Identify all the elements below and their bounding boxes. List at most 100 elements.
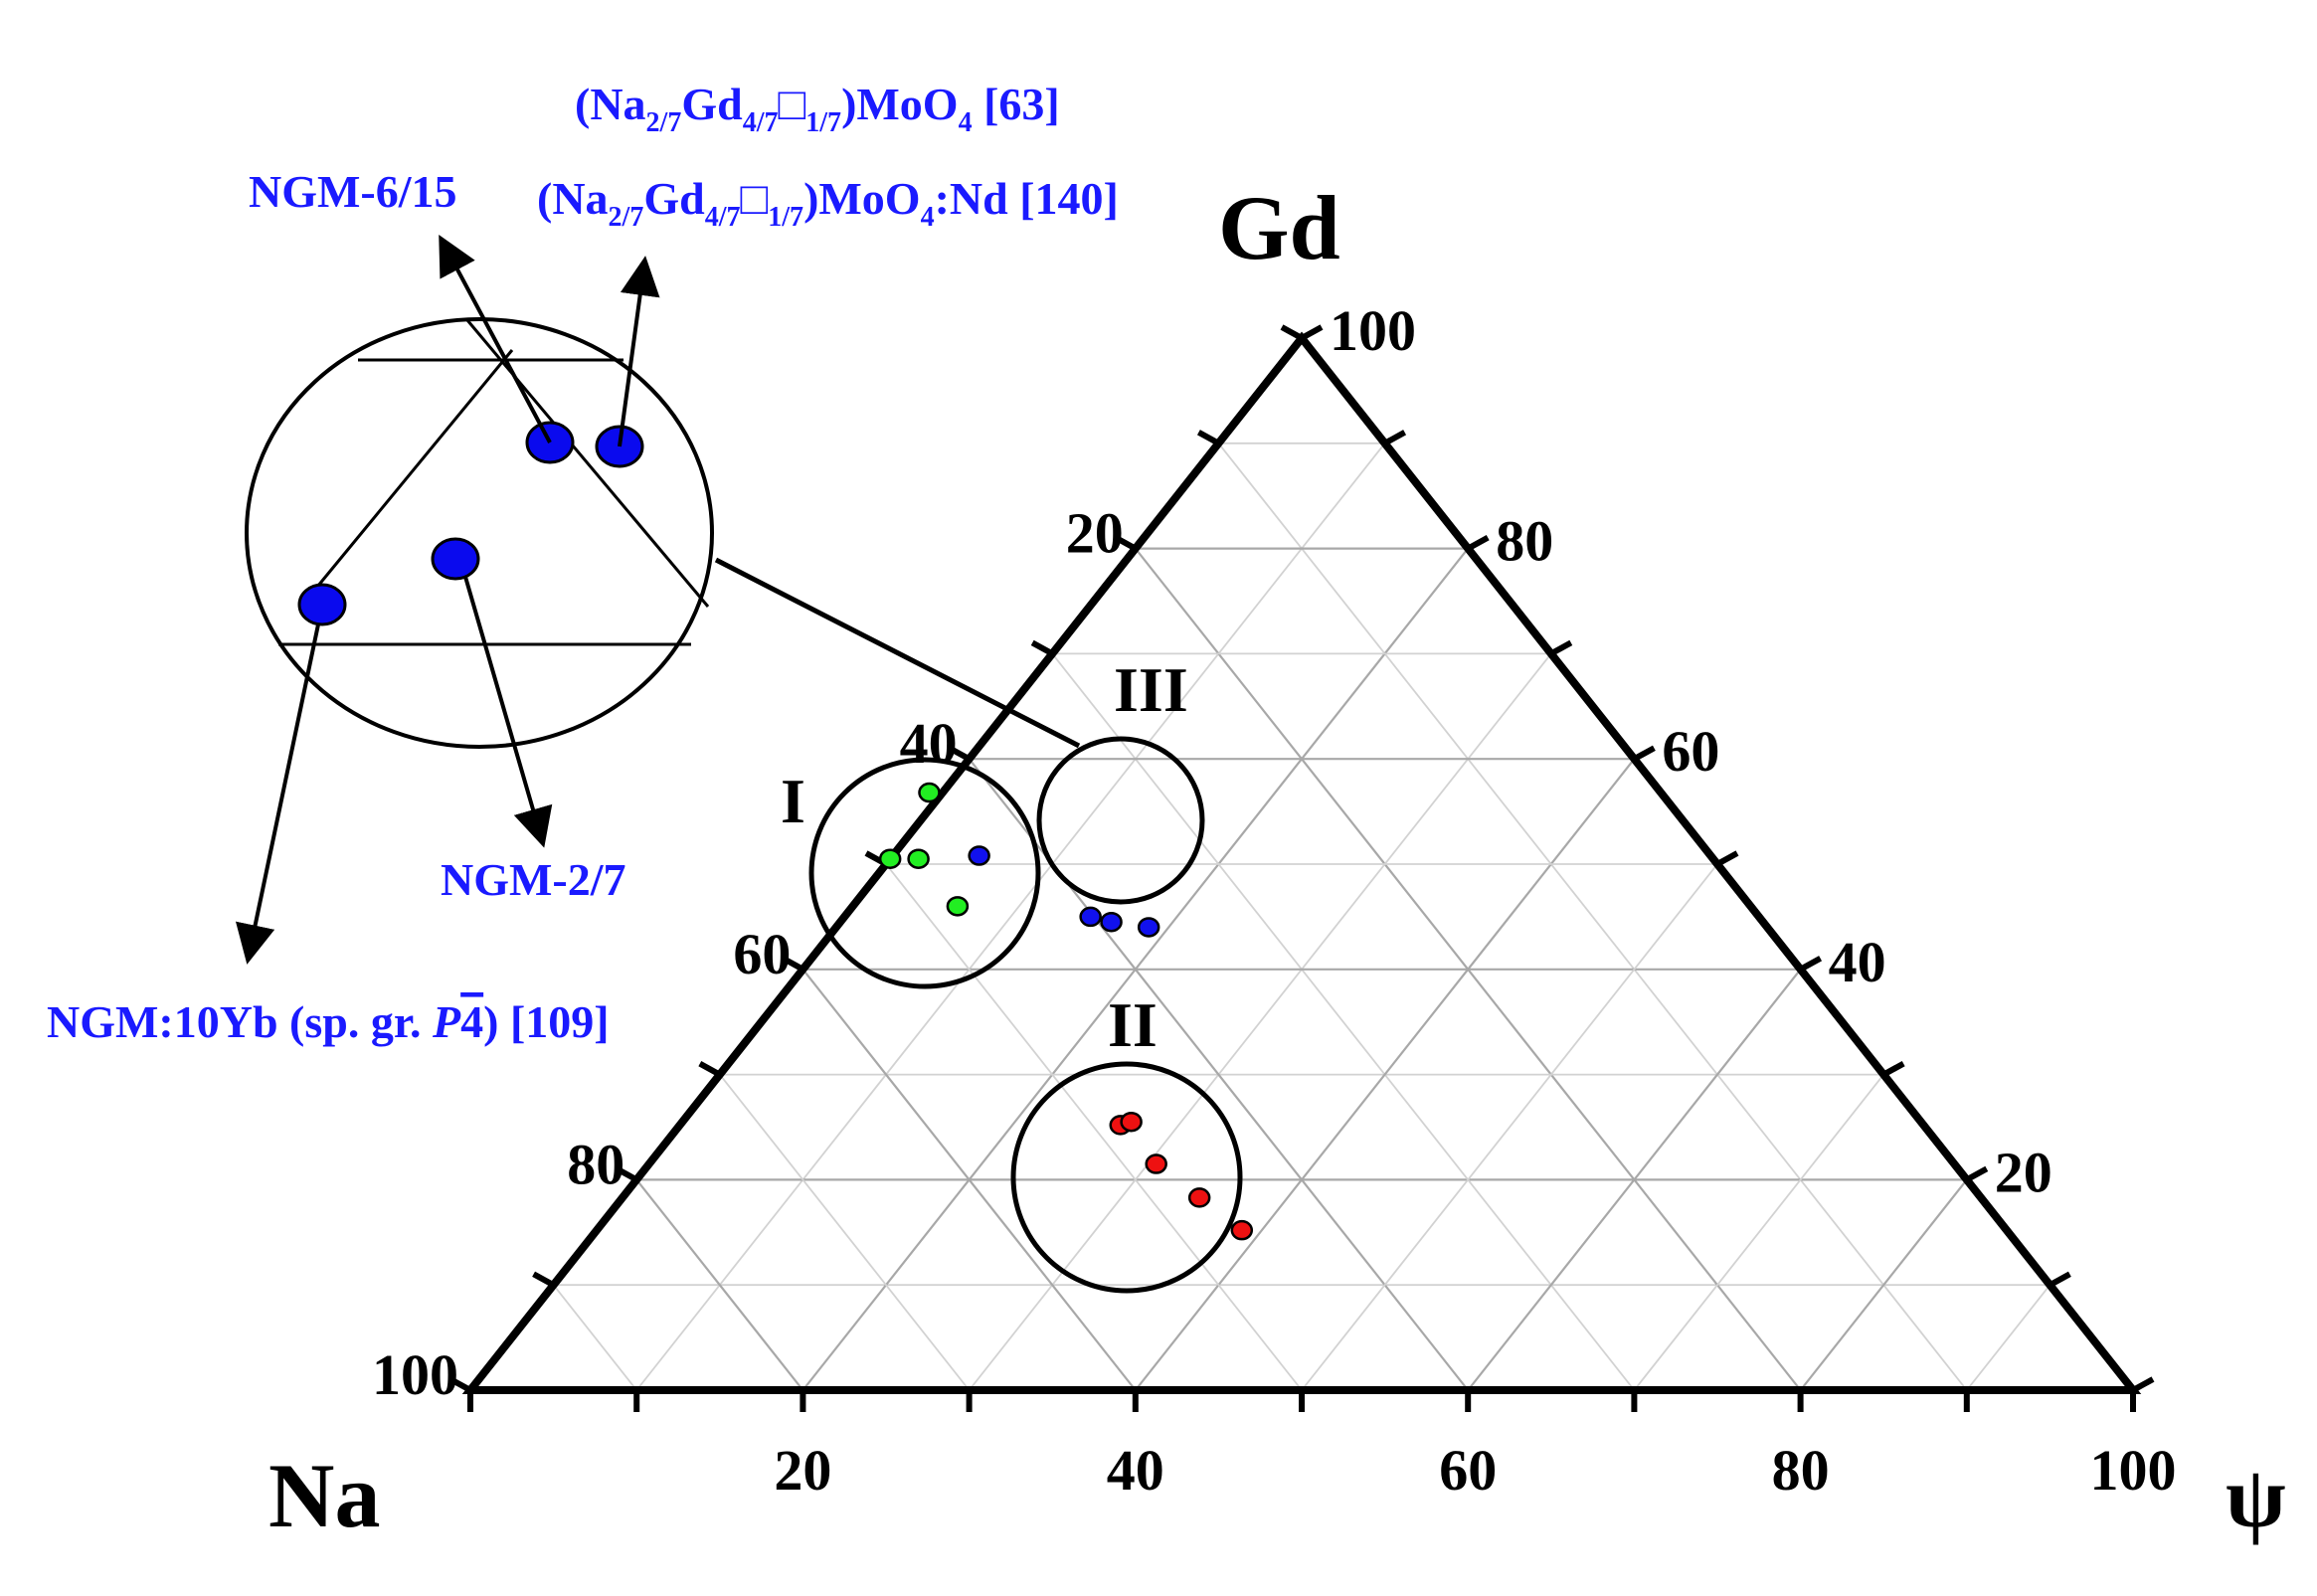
- tick-mark: [1383, 430, 1407, 446]
- region-circle: [808, 757, 1041, 989]
- ref140-sub: 4: [921, 202, 935, 233]
- data-point-i: [878, 848, 902, 869]
- tick-labels: 20 40 60 80 100 20 40 60 80 100 100 80 60 40 20: [372, 298, 2177, 1503]
- left-tick-label: 20: [1066, 501, 1124, 566]
- annotation-arrow: [463, 576, 553, 848]
- zoom-inset: [235, 234, 1081, 965]
- annotation-arrow: [439, 234, 552, 443]
- annotation-ngm-10yb: NGM:10Yb (sp. gr. P4) [109]: [47, 996, 610, 1047]
- grid-line: [1217, 443, 1968, 1391]
- tick-mark: [448, 1376, 472, 1393]
- tick-mark: [2131, 1376, 2155, 1393]
- left-tick-label: 60: [733, 922, 791, 986]
- tick-mark: [2048, 1271, 2071, 1288]
- ref63-sub: 1/7: [805, 107, 841, 138]
- axis-ticks: [448, 324, 2155, 1412]
- region-label-iii: III: [1114, 654, 1188, 725]
- ngm-10yb-tail: ) [109]: [483, 996, 609, 1047]
- right-tick-label: 60: [1662, 719, 1719, 784]
- grid-line: [1633, 1074, 1884, 1391]
- data-point-iii: [1137, 917, 1160, 938]
- annotation-ngm-2-7: NGM-2/7: [441, 854, 626, 905]
- ref140-part: )MoO: [803, 173, 921, 224]
- grid-line: [719, 1074, 971, 1391]
- data-point-iii: [1079, 906, 1102, 928]
- grid-line: [1301, 863, 1718, 1391]
- right-tick-label: 20: [1995, 1140, 2052, 1204]
- right-tick-label: 80: [1496, 509, 1553, 574]
- ref63-sub: 4: [959, 107, 973, 138]
- grid-line: [1966, 1284, 2051, 1391]
- tick-mark: [615, 1165, 638, 1183]
- tick-mark: [1196, 430, 1220, 446]
- ref63-sub: 2/7: [646, 107, 682, 138]
- data-point-ii: [1145, 1153, 1167, 1174]
- annotation-arrow: [618, 256, 660, 447]
- tick-mark: [1799, 956, 1823, 973]
- ref63-part: Gd: [681, 79, 743, 129]
- annotation-ngm-6-15: NGM-6/15: [249, 166, 457, 217]
- data-points: [878, 782, 1254, 1241]
- grid-line: [552, 1284, 637, 1391]
- data-point-ii: [1120, 1111, 1143, 1133]
- right-tick-label: 40: [1829, 930, 1886, 994]
- ref63-sub: 4/7: [743, 107, 779, 138]
- data-point-ii: [1187, 1187, 1211, 1208]
- tick-mark: [781, 956, 804, 973]
- grid-line: [1799, 1178, 1968, 1391]
- grid-line: [968, 652, 1552, 1391]
- grid-line: [1051, 652, 1636, 1391]
- ref140-sub: 1/7: [768, 202, 803, 233]
- ngm-10yb-italic: P: [432, 996, 461, 1047]
- left-tick-label: 80: [567, 1132, 624, 1196]
- vertex-label-psi: ψ: [2226, 1450, 2286, 1546]
- tick-mark: [698, 1060, 722, 1078]
- ref140-vacancy: □: [740, 173, 768, 224]
- tick-mark: [1715, 850, 1739, 867]
- ref140-part: Gd: [643, 173, 705, 224]
- right-tick-label: 100: [1330, 298, 1416, 363]
- data-point-iii: [968, 845, 990, 866]
- ref140-sub: 4/7: [705, 202, 741, 233]
- bottom-tick-label: 100: [2090, 1438, 2177, 1503]
- annotation-arrow: [235, 623, 320, 965]
- region-circle: [1010, 1061, 1243, 1294]
- bottom-tick-label: 20: [774, 1438, 831, 1503]
- tick-mark: [948, 745, 972, 762]
- left-tick-label: 40: [900, 711, 958, 776]
- inset-point: [297, 583, 347, 626]
- tick-mark: [1466, 534, 1490, 552]
- vertex-label-gd: Gd: [1218, 177, 1340, 278]
- tick-mark: [532, 1271, 556, 1288]
- chart-grid: [552, 442, 2051, 1391]
- tick-mark: [1300, 324, 1324, 341]
- grid-line: [1467, 969, 1802, 1391]
- data-point-i: [918, 782, 941, 803]
- annotation-ref-140: (Na2/7Gd4/7□1/7)MoO4:Nd [140]: [537, 173, 1119, 233]
- ref140-sub: 2/7: [609, 202, 644, 233]
- bottom-tick-label: 60: [1439, 1438, 1497, 1503]
- tick-mark: [1632, 745, 1656, 762]
- tick-mark: [1881, 1060, 1905, 1078]
- bottom-tick-label: 40: [1107, 1438, 1164, 1503]
- inset-point: [431, 537, 480, 581]
- inset-circle: [245, 317, 714, 749]
- annotation-ref-63: (Na2/7Gd4/7□1/7)MoO4 [63]: [575, 79, 1060, 138]
- tick-mark: [1280, 324, 1304, 341]
- ref63-part: (Na: [575, 79, 646, 129]
- ngm-10yb-main: NGM:10Yb (sp. gr.: [47, 996, 433, 1047]
- inset-connector-line: [714, 557, 1081, 749]
- tick-mark: [1114, 534, 1138, 552]
- left-tick-label: 100: [372, 1342, 458, 1407]
- data-point-iii: [1100, 911, 1123, 933]
- ref63-vacancy: □: [778, 79, 805, 129]
- inset-grid-line: [311, 349, 514, 593]
- grid-line: [885, 863, 1303, 1391]
- region-label-ii: II: [1108, 989, 1158, 1060]
- ref140-part: (Na: [537, 173, 609, 224]
- data-point-ii: [1230, 1219, 1254, 1241]
- tick-mark: [1549, 639, 1573, 657]
- grid-line: [635, 1178, 804, 1391]
- vertex-label-na: Na: [268, 1445, 380, 1546]
